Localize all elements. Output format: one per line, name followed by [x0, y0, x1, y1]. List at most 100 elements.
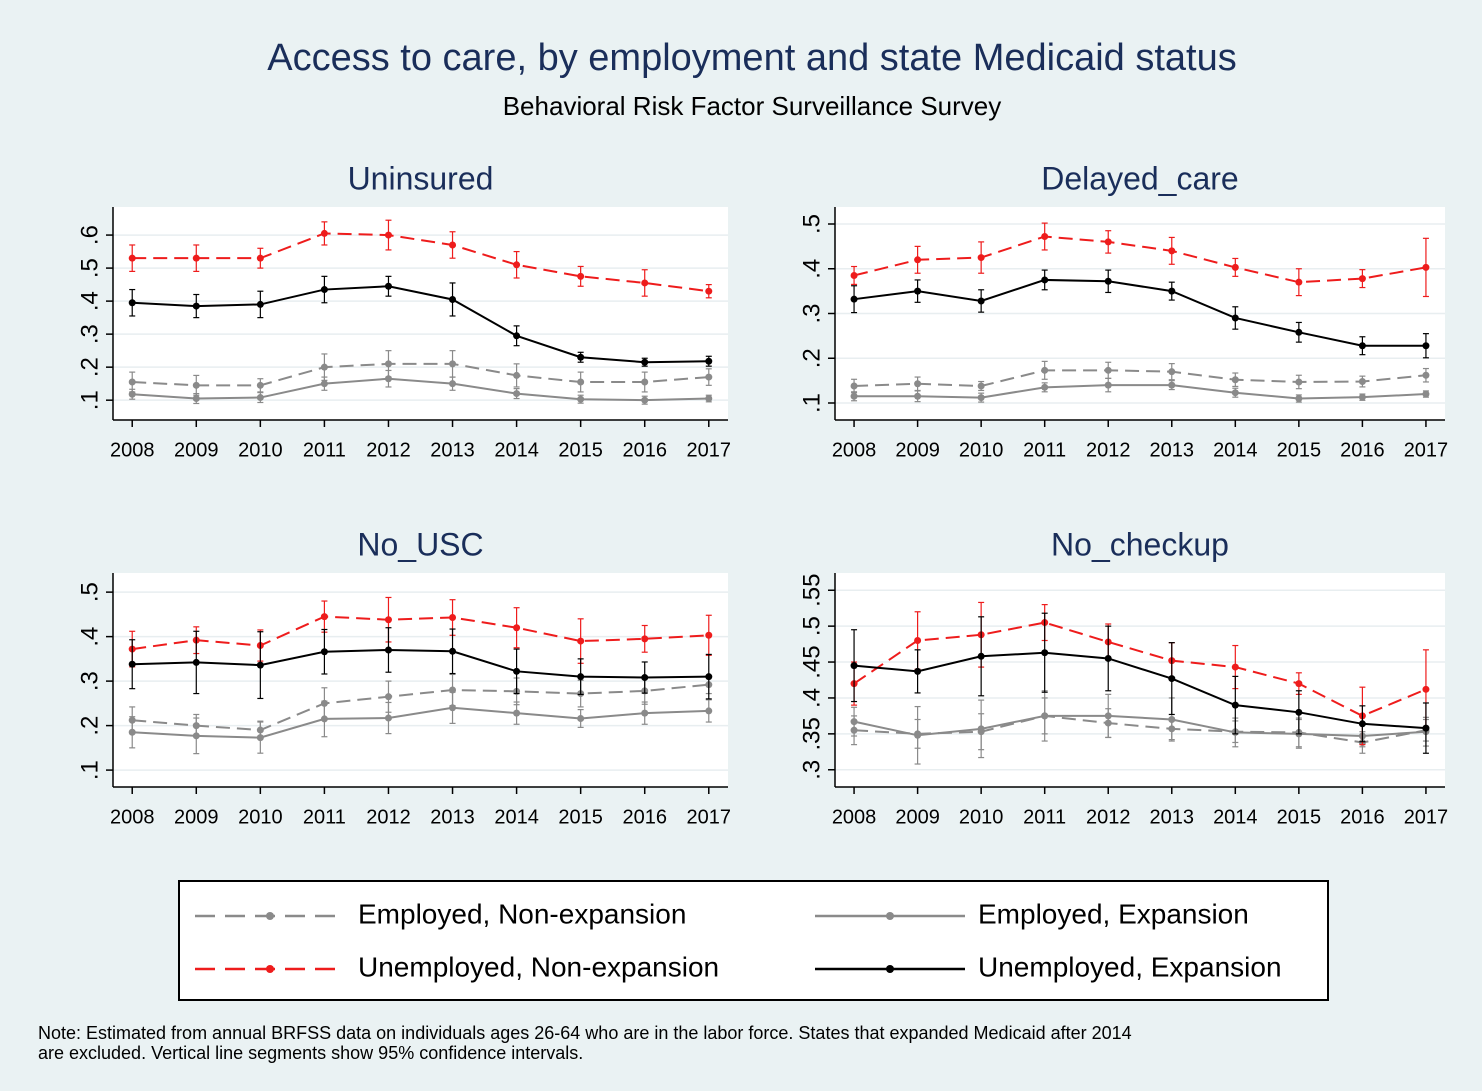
x-tick-label: 2012 [366, 806, 411, 828]
y-tick-label: .4 [76, 627, 103, 647]
point [1104, 277, 1112, 285]
y-tick-label: .4 [798, 259, 825, 279]
point [1422, 371, 1430, 379]
point [513, 390, 521, 398]
point [1104, 381, 1112, 389]
point [705, 631, 713, 639]
point [1041, 233, 1049, 241]
series-line [854, 369, 1427, 387]
point [1231, 263, 1239, 271]
x-tick-label: 2013 [1150, 806, 1195, 828]
series-line [132, 648, 709, 679]
point [914, 380, 922, 388]
point [850, 392, 858, 400]
x-tick-label: 2017 [687, 806, 732, 828]
note: Note: Estimated from annual BRFSS data o… [38, 1023, 1132, 1043]
point [577, 378, 585, 386]
x-tick-label: 2010 [959, 439, 1004, 461]
point [1358, 342, 1366, 350]
x-tick-label: 2012 [366, 439, 411, 461]
point [577, 395, 585, 403]
point [977, 394, 985, 402]
point [1168, 287, 1176, 295]
legend-label: Employed, Non-expansion [358, 898, 686, 929]
point [641, 378, 649, 386]
legend-marker [886, 912, 894, 920]
x-tick-label: 2015 [558, 439, 603, 461]
y-tick-label: .55 [798, 574, 825, 607]
point [1041, 366, 1049, 374]
point [320, 380, 328, 388]
point [384, 714, 392, 722]
point [513, 261, 521, 269]
x-tick-label: 2016 [622, 439, 667, 461]
point [1422, 342, 1430, 350]
point [256, 661, 264, 669]
series-line [854, 384, 1426, 400]
y-tick-label: .45 [798, 645, 825, 678]
point [850, 295, 858, 303]
figure-title: Access to care, by employment and state … [267, 37, 1236, 79]
series-line [853, 278, 1426, 347]
point [977, 254, 985, 262]
y-tick-label: .5 [76, 258, 103, 278]
x-tick-label: 2008 [110, 806, 155, 828]
point [256, 394, 264, 402]
point [1295, 708, 1303, 716]
y-tick-label: .2 [76, 716, 103, 736]
point [449, 360, 457, 368]
point [128, 660, 136, 668]
point [641, 279, 649, 287]
point [384, 616, 392, 624]
point [1168, 247, 1176, 255]
point [128, 728, 136, 736]
x-tick-label: 2017 [687, 439, 732, 461]
point [256, 300, 264, 308]
series-line [853, 651, 1427, 730]
point [577, 714, 585, 722]
legend-label: Unemployed, Non-expansion [358, 951, 719, 982]
point [850, 271, 858, 279]
legend-box [178, 880, 1329, 1001]
point [1168, 381, 1176, 389]
point [320, 648, 328, 656]
x-tick-label: 2011 [303, 806, 346, 828]
point [1104, 238, 1112, 246]
point [513, 667, 521, 675]
point [1041, 383, 1049, 391]
point [705, 673, 713, 681]
point [449, 380, 457, 388]
legend-marker [266, 912, 274, 920]
point [128, 378, 136, 386]
x-tick-label: 2015 [1277, 439, 1322, 461]
point [128, 254, 136, 262]
series-line [132, 706, 709, 739]
point [128, 390, 136, 398]
series-line [853, 714, 1427, 738]
x-tick-label: 2009 [174, 806, 219, 828]
series-line [132, 285, 709, 364]
point [192, 302, 200, 310]
panel-title: No_checkup [1051, 526, 1229, 562]
point [449, 647, 457, 655]
point [1231, 314, 1239, 322]
x-tick-label: 2017 [1404, 806, 1449, 828]
point [577, 272, 585, 280]
point [1422, 263, 1430, 271]
point [1358, 275, 1366, 283]
y-tick-label: .5 [76, 582, 103, 602]
point [705, 287, 713, 295]
point [850, 718, 858, 726]
panel-title: Delayed_care [1041, 160, 1238, 196]
series-line [853, 235, 1427, 284]
x-tick-label: 2010 [959, 806, 1004, 828]
point [914, 287, 922, 295]
y-tick-label: .6 [76, 225, 103, 245]
point [513, 332, 521, 340]
y-tick-label: .2 [798, 348, 825, 368]
x-tick-label: 2016 [622, 806, 667, 828]
point [1041, 276, 1049, 284]
point [192, 395, 200, 403]
point [914, 392, 922, 400]
